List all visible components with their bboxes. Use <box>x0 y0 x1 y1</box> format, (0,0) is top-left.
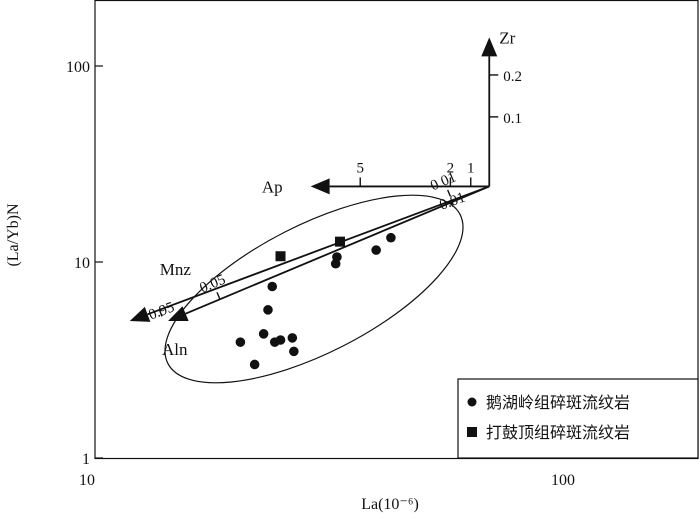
vector-label-zr: Zr <box>499 28 515 47</box>
data-point-square <box>334 236 345 247</box>
vector-label-aln: Aln <box>162 340 188 359</box>
data-point-circle <box>289 346 299 357</box>
x-tick-label: 100 <box>551 472 575 489</box>
legend-square-marker <box>467 427 477 437</box>
vector-tick <box>447 189 452 197</box>
data-point-circle <box>386 232 396 243</box>
legend: 鹅湖岭组碎斑流纹岩 打鼓顶组碎斑流纹岩 <box>457 378 699 459</box>
axes: 1 10 100 10 100 <box>66 59 575 489</box>
data-point-circle <box>258 329 269 339</box>
data-point-circle <box>263 305 273 315</box>
data-point-circle <box>371 245 381 255</box>
vector-arrowhead-mnz <box>129 306 151 322</box>
vector-tick <box>158 309 163 317</box>
vector-tick-label: 1 <box>467 160 475 176</box>
data-field-ellipse <box>164 194 464 384</box>
legend-circle-marker <box>467 397 477 407</box>
y-axis-label: (La/Yb)N <box>5 203 22 267</box>
vector-arrowhead-zr <box>481 37 498 57</box>
data-point-circle <box>287 333 298 343</box>
legend-box <box>457 378 699 459</box>
vector-arrowhead-ap <box>310 178 330 195</box>
data-points <box>235 232 396 370</box>
vector-label-ap: Ap <box>262 177 283 196</box>
data-point-circle <box>235 337 246 347</box>
vector-tick-label: 0.05 <box>198 272 228 297</box>
y-tick-label: 1 <box>82 451 90 468</box>
data-point-square <box>275 251 286 262</box>
y-tick-label: 100 <box>66 59 90 76</box>
legend-label-circle-series: 鹅湖岭组碎斑流纹岩 <box>486 393 630 412</box>
vector-line-aln <box>185 185 490 315</box>
vector-label-mnz: Mnz <box>160 260 192 279</box>
data-point-circle <box>275 335 286 345</box>
vector-tick-label: 2 <box>447 160 455 176</box>
vector-tick-label: 0.1 <box>503 111 522 127</box>
x-axis-label: La(10⁻⁶) <box>361 496 419 513</box>
vector-tick-label: 5 <box>356 160 364 176</box>
x-tick-label: 10 <box>79 472 95 489</box>
y-tick-label: 10 <box>74 255 90 272</box>
legend-label-square-series: 打鼓顶组碎斑流纹岩 <box>486 423 630 442</box>
vector-line-mnz <box>147 185 490 316</box>
vector-tick-label: 0.2 <box>503 69 522 85</box>
data-point-circle <box>267 281 278 292</box>
data-point-circle <box>249 359 260 370</box>
vector-tick <box>216 291 221 299</box>
data-point-circle <box>330 258 341 269</box>
plot-frame <box>94 0 699 460</box>
